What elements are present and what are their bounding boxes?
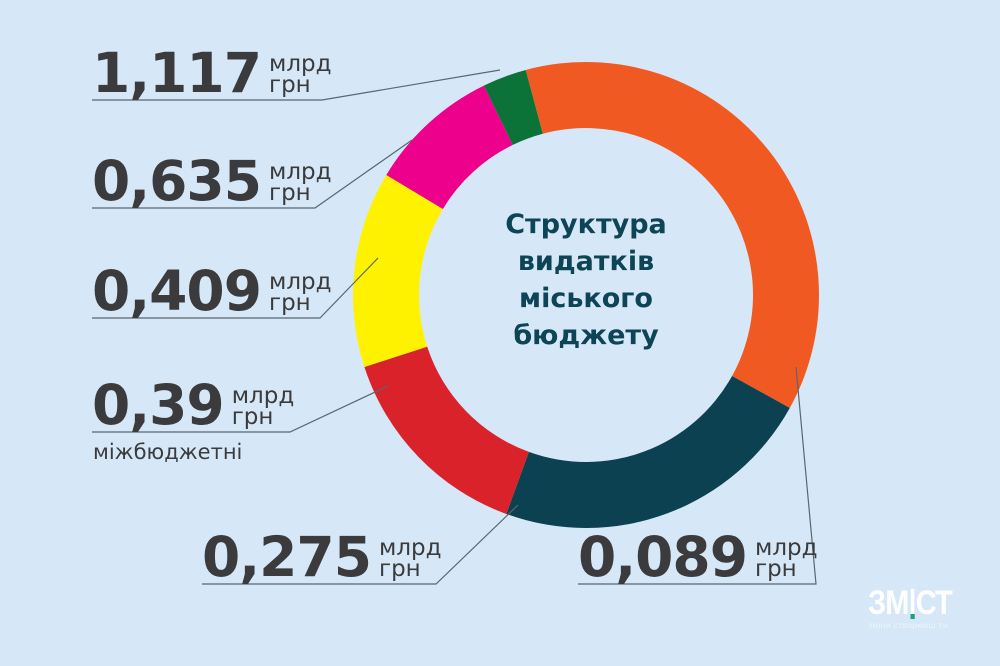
logo-tagline: зміни створюєш ти	[868, 621, 949, 630]
callout-0635: 0,635 млрд грн	[92, 149, 332, 213]
callout-unit: млрд грн	[754, 535, 818, 582]
unit-bottom: грн	[268, 180, 311, 206]
title-line: видатків	[517, 246, 655, 277]
callout-unit: млрд грн	[231, 383, 295, 430]
callout-0275: 0,275 млрд грн	[202, 525, 442, 589]
leader-line-0409	[92, 257, 379, 319]
leader-line-0089	[578, 366, 817, 585]
donut-segment	[506, 375, 790, 528]
callout-0089: 0,089 млрд грн	[578, 525, 818, 589]
donut-segment	[386, 85, 513, 209]
leader-line-0635	[92, 139, 413, 209]
logo-dot-icon	[910, 614, 915, 619]
title-line: бюджету	[513, 320, 659, 351]
donut-ring	[352, 62, 819, 528]
unit-top: млрд	[268, 159, 332, 185]
callout-value: 0,409	[92, 259, 262, 323]
callout-value: 0,39	[92, 373, 225, 437]
donut-segment	[483, 69, 543, 145]
callout-note: міжбюджетні	[93, 440, 243, 464]
unit-top: млрд	[268, 51, 332, 77]
title-line: міського	[519, 283, 653, 314]
unit-top: млрд	[754, 535, 818, 561]
unit-top: млрд	[268, 269, 332, 295]
callout-0409: 0,409 млрд грн	[92, 259, 332, 323]
donut-segment	[352, 174, 443, 368]
callout-value: 1,117	[92, 41, 262, 105]
chart-title: Структура видатків міського бюджету	[470, 206, 702, 354]
callout-039: 0,39 млрд грн	[92, 373, 295, 437]
leader-line-039	[92, 385, 389, 433]
unit-bottom: грн	[754, 556, 797, 582]
callout-1117: 1,117 млрд грн	[92, 41, 332, 105]
title-line: Структура	[505, 209, 667, 240]
zmist-logo: ЗМǀ СТ зміни створюєш ти	[868, 586, 968, 630]
callout-unit: млрд грн	[268, 269, 332, 316]
donut-segment	[364, 346, 529, 514]
unit-top: млрд	[231, 383, 295, 409]
callout-unit: млрд грн	[268, 159, 332, 206]
unit-top: млрд	[378, 535, 442, 561]
logo-wordmark: ЗМǀ СТ	[868, 584, 953, 622]
unit-bottom: грн	[268, 290, 311, 316]
callout-value: 0,275	[202, 525, 372, 589]
callout-unit: млрд грн	[268, 51, 332, 98]
unit-bottom: грн	[378, 556, 421, 582]
callout-unit: млрд грн	[378, 535, 442, 582]
callout-value: 0,089	[578, 525, 748, 589]
donut-segment	[525, 62, 819, 408]
unit-bottom: грн	[268, 72, 311, 98]
leader-line-1117	[92, 69, 501, 101]
callout-value: 0,635	[92, 149, 262, 213]
leader-line-0275	[202, 504, 519, 585]
leader-lines	[92, 69, 817, 585]
unit-bottom: грн	[231, 404, 274, 430]
